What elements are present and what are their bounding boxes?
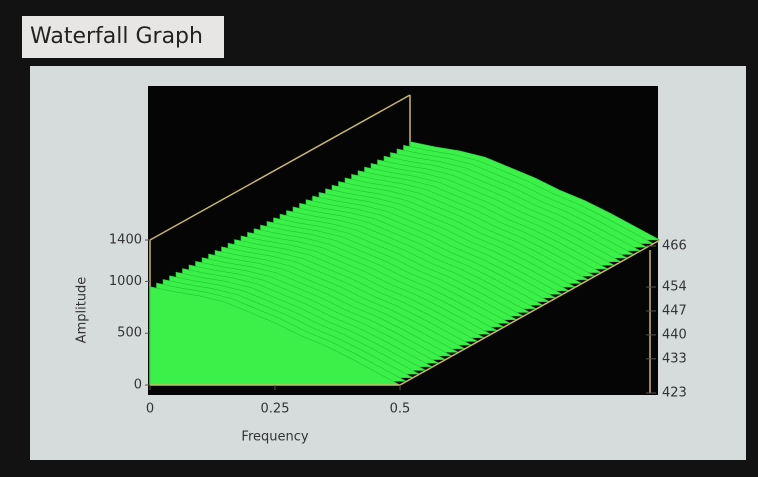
x-axis-label: Frequency [241,430,308,445]
z-tick-label: 433 [662,351,687,366]
y-tick-label: 500 [117,326,142,341]
z-tick-label: 440 [662,327,687,342]
y-tick-label: 1000 [109,274,142,289]
z-tick-label: 423 [662,386,687,401]
y-axis-label: Amplitude [75,277,90,344]
y-tick-label: 0 [134,378,142,393]
top-depth-edge [149,94,411,241]
x-tick-label: 0.25 [261,402,290,417]
x-tick-label: 0 [146,402,154,417]
title-box [22,16,224,58]
z-tick-label: 466 [662,239,687,254]
depth-axis [399,239,661,386]
x-tick-label: 0.5 [390,402,411,417]
y-tick-label: 1400 [109,233,142,248]
z-tick-label: 454 [662,280,687,295]
z-tick-label: 447 [662,303,687,318]
graph-title: Waterfall Graph [30,24,203,49]
